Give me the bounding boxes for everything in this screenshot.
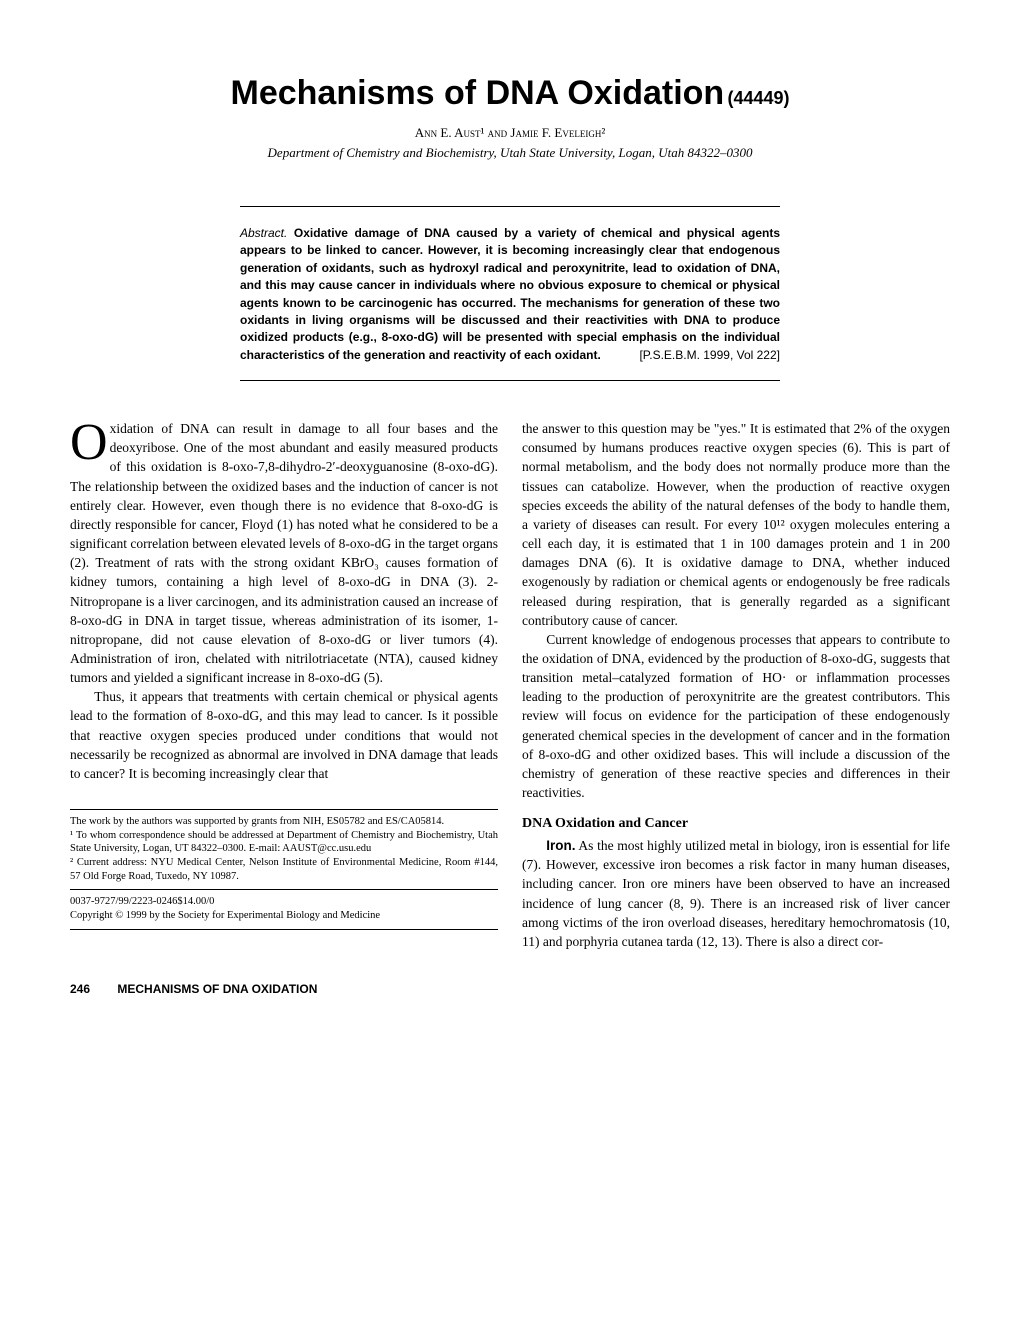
body-columns: Oxidation of DNA can result in damage to… (70, 419, 950, 951)
abstract-rule-bottom (240, 380, 780, 381)
article-code: (44449) (727, 88, 789, 108)
footnote-2: ² Current address: NYU Medical Center, N… (70, 856, 498, 883)
affiliation: Department of Chemistry and Biochemistry… (70, 144, 950, 162)
paragraph-2: Thus, it appears that treatments with ce… (70, 687, 498, 783)
paragraph-5: Iron. As the most highly utilized metal … (522, 836, 950, 951)
paragraph-5-text: As the most highly utilized metal in bio… (522, 838, 950, 949)
article-title: Mechanisms of DNA Oxidation (231, 74, 725, 112)
paragraph-4: Current knowledge of endogenous processe… (522, 630, 950, 802)
section-heading: DNA Oxidation and Cancer (522, 814, 950, 834)
page-number: 246 (70, 982, 90, 996)
paragraph-1: Oxidation of DNA can result in damage to… (70, 419, 498, 687)
abstract-ref: [P.S.E.B.M. 1999, Vol 222] (639, 347, 780, 364)
paragraph-1-text: xidation of DNA can result in damage to … (70, 421, 498, 685)
abstract-label: Abstract. (240, 226, 287, 240)
authors: Ann E. Aust¹ and Jamie F. Eveleigh² (70, 124, 950, 142)
abstract-text: Abstract. Oxidative damage of DNA caused… (240, 207, 780, 380)
page-footer: 246 MECHANISMS OF DNA OXIDATION (70, 981, 950, 998)
footnote-copyright: Copyright © 1999 by the Society for Expe… (70, 909, 498, 923)
footnote-block: The work by the authors was supported by… (70, 809, 498, 929)
dropcap: O (70, 419, 110, 465)
footnote-1: ¹ To whom correspondence should be addre… (70, 829, 498, 856)
title-block: Mechanisms of DNA Oxidation (44449) Ann … (70, 70, 950, 162)
footnote-rule-3 (70, 929, 498, 930)
run-in-iron: Iron. (546, 838, 575, 853)
footnote-issn: 0037-9727/99/2223-0246$14.00/0 (70, 895, 498, 909)
running-head: MECHANISMS OF DNA OXIDATION (117, 982, 317, 996)
footnote-rule-2 (70, 889, 498, 890)
footnote-rule-1 (70, 809, 498, 810)
footnote-grant: The work by the authors was supported by… (70, 815, 498, 829)
paragraph-3: the answer to this question may be "yes.… (522, 419, 950, 630)
abstract-block: Abstract. Oxidative damage of DNA caused… (240, 206, 780, 381)
abstract-body: Oxidative damage of DNA caused by a vari… (240, 226, 780, 362)
